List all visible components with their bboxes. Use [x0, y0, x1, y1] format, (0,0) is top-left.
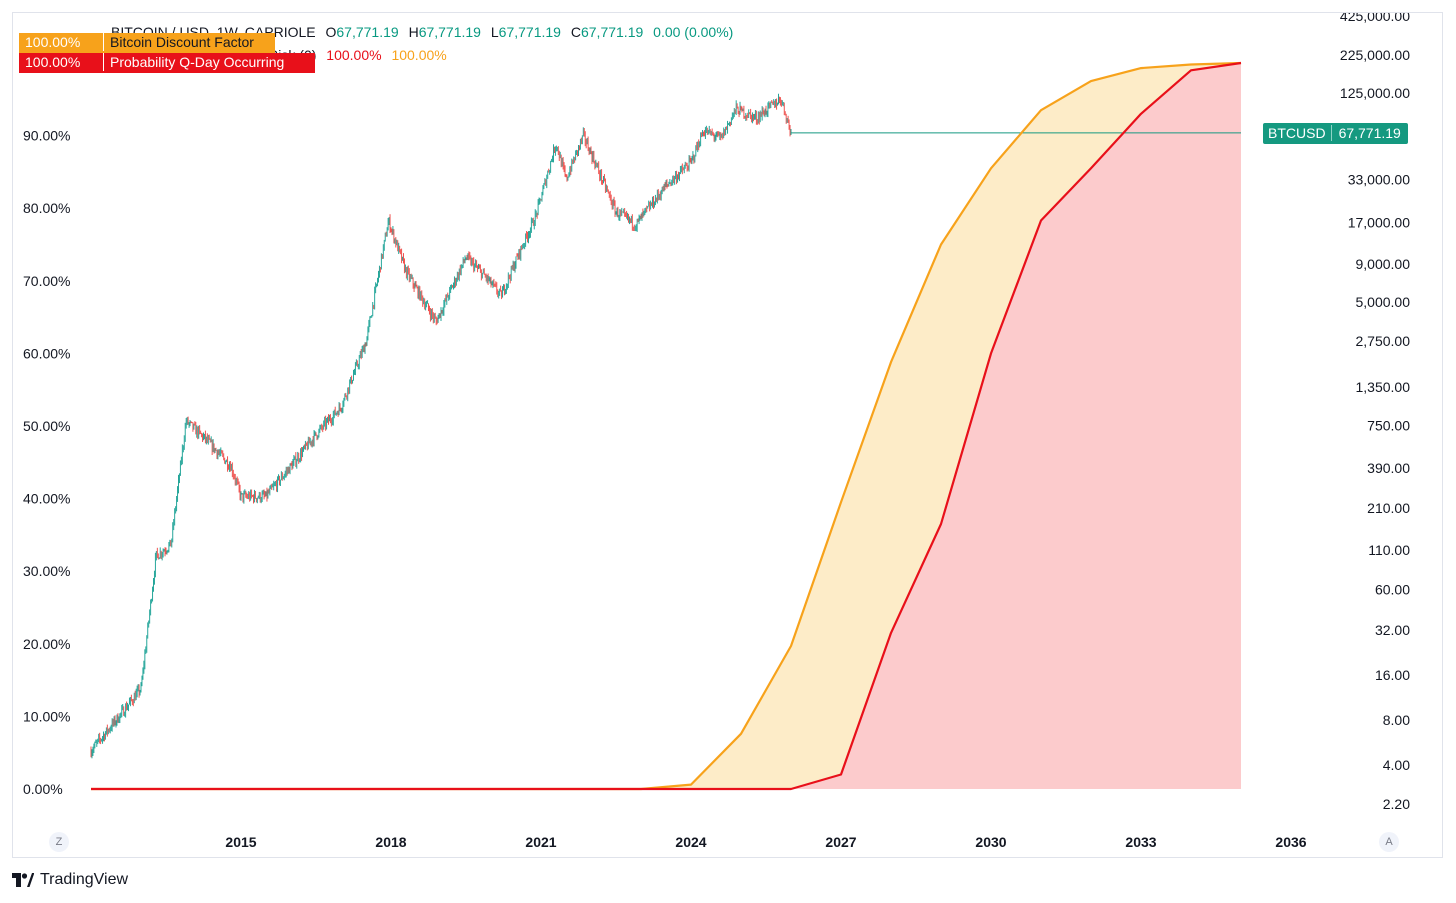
time-axis-tick-label: 2036	[1275, 834, 1306, 850]
time-axis-tick-label: 2033	[1125, 834, 1156, 850]
high-label: H	[408, 24, 419, 40]
right-axis-tick-label: 390.00	[1367, 460, 1410, 476]
price-tag[interactable]: BTCUSD 67,771.19	[1263, 123, 1408, 144]
close-label: C	[570, 24, 581, 40]
chart-plot[interactable]: 0.00% 10.00% 20.00% 30.00% 40.00% 50.00% 60.00…	[13, 13, 1444, 859]
right-axis-tick-label: 1,350.00	[1356, 379, 1411, 395]
legend-discount-factor[interactable]: 100.00% Bitcoin Discount Factor	[19, 33, 275, 53]
brand-name: TradingView	[40, 871, 129, 888]
open-label: O	[325, 24, 337, 40]
chart-frame[interactable]: 0.00% 10.00% 20.00% 30.00% 40.00% 50.00% 60.00…	[12, 12, 1443, 858]
right-axis-tick-label: 110.00	[1368, 542, 1410, 558]
discount-factor-line	[91, 61, 1242, 791]
indicator-lines	[91, 61, 1242, 791]
right-axis-tick-label: 425,000.00	[1340, 13, 1410, 24]
time-axis-tick-label: 2015	[225, 834, 256, 850]
right-axis-tick-label: 16.00	[1375, 667, 1410, 683]
right-axis-tick-label: 8.00	[1383, 712, 1410, 728]
indicator-value-red: 100.00%	[326, 47, 382, 63]
right-axis-tick-label: 17,000.00	[1348, 215, 1410, 231]
time-axis-tick-label: 2018	[375, 834, 406, 850]
btc-candles	[90, 93, 792, 759]
right-axis-tick-label: 2,750.00	[1356, 333, 1411, 349]
auto-scale-button[interactable]: A	[1379, 832, 1399, 852]
right-axis-tick-label: 9,000.00	[1356, 256, 1411, 272]
right-axis-tick-label: 32.00	[1375, 622, 1410, 638]
left-axis-tick-label: 50.00%	[23, 418, 70, 434]
legend-discount-value: 100.00%	[19, 33, 104, 51]
price-tag-value: 67,771.19	[1338, 125, 1401, 141]
left-axis-tick-label: 70.00%	[23, 273, 70, 289]
qday-probability-area	[91, 63, 1241, 789]
right-axis-tick-label: 2.20	[1383, 796, 1410, 812]
qday-probability-line	[91, 61, 1242, 791]
right-axis-tick-label: 225,000.00	[1340, 47, 1410, 63]
right-axis-tick-label: 210.00	[1367, 500, 1410, 516]
right-axis-tick-label: 4.00	[1383, 757, 1410, 773]
left-axis-tick-label: 80.00%	[23, 200, 70, 216]
left-axis-tick-label: 10.00%	[23, 708, 70, 724]
time-axis: 2015 2018 2021 2024 2027 2030 2033 2036	[225, 834, 1306, 850]
left-axis-tick-label: 0.00%	[23, 781, 63, 797]
legend-qday-label: Probability Q-Day Occurring	[110, 54, 285, 70]
legend-qday-probability[interactable]: 100.00% Probability Q-Day Occurring	[19, 53, 315, 73]
right-axis-tick-label: 5,000.00	[1356, 294, 1411, 310]
legend-discount-label: Bitcoin Discount Factor	[110, 34, 254, 50]
right-axis-tick-label: 125,000.00	[1340, 85, 1410, 101]
right-axis-tick-label: 750.00	[1367, 417, 1410, 433]
right-axis-tick-label: 33,000.00	[1348, 172, 1410, 188]
time-axis-tick-label: 2021	[525, 834, 556, 850]
time-axis-tick-label: 2027	[825, 834, 856, 850]
tradingview-icon	[12, 873, 34, 887]
legend-qday-value: 100.00%	[19, 53, 104, 71]
left-axis-tick-label: 90.00%	[23, 128, 70, 144]
left-axis: 0.00% 10.00% 20.00% 30.00% 40.00% 50.00% 60.00…	[23, 128, 70, 797]
left-axis-tick-label: 60.00%	[23, 345, 70, 361]
zoom-reset-button[interactable]: Z	[49, 832, 69, 852]
price-tag-symbol: BTCUSD	[1263, 125, 1332, 141]
time-axis-tick-label: 2024	[675, 834, 706, 850]
low-label: L	[490, 24, 499, 40]
tradingview-logo[interactable]: TradingView	[12, 871, 128, 889]
left-axis-tick-label: 30.00%	[23, 563, 70, 579]
right-axis-tick-label: 60.00	[1375, 581, 1410, 597]
area-fills	[91, 63, 1241, 789]
time-axis-tick-label: 2030	[975, 834, 1006, 850]
left-axis-tick-label: 20.00%	[23, 636, 70, 652]
left-axis-tick-label: 40.00%	[23, 491, 70, 507]
close-value: 67,771.19	[580, 24, 644, 40]
open-value: 67,771.19	[336, 24, 399, 40]
change-value: 0.00 (0.00%)	[653, 24, 734, 40]
indicator-value-orange: 100.00%	[391, 47, 447, 63]
low-value: 67,771.19	[498, 24, 561, 40]
right-axis: 425,000.00 225,000.00 125,000.00 33,000.00 1…	[1340, 13, 1410, 812]
high-value: 67,771.19	[418, 24, 481, 40]
